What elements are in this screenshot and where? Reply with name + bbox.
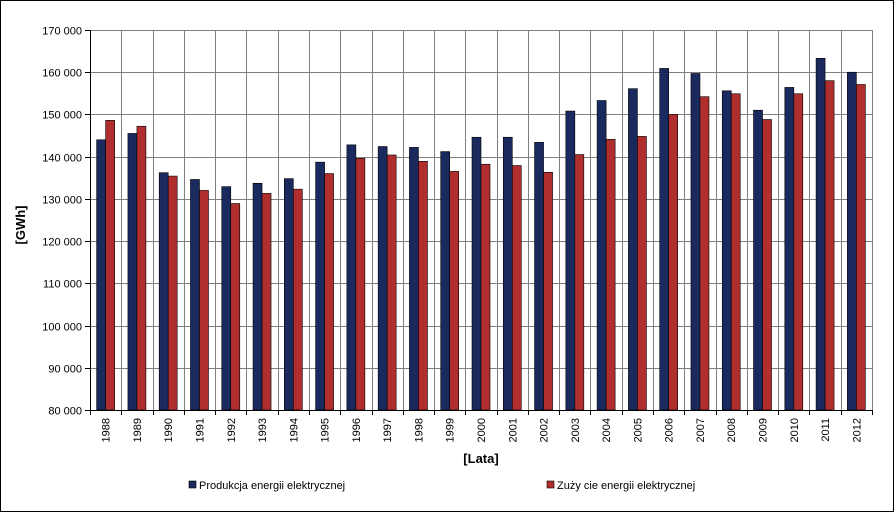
bar-produkcja [502, 136, 513, 411]
bar-produkcja [96, 139, 106, 411]
bar-produkcja [596, 100, 607, 411]
bar-produkcja [690, 73, 701, 411]
y-tick-labels: 80 000 90 000 100 000 110 000 120 000 130 000… [42, 26, 82, 418]
y-axis-title: [GWh] [13, 206, 28, 245]
y-tick-label: 130 000 [42, 195, 82, 207]
bar-produkcja [346, 144, 357, 411]
bar-produkcja [252, 182, 263, 411]
bar-zuzycie [136, 125, 147, 411]
bar-zuzycie [668, 114, 678, 411]
x-tick-label: 2003 [570, 418, 582, 442]
x-tick-label: 1988 [101, 418, 113, 442]
x-tick-label: 1996 [351, 418, 363, 442]
bar-zuzycie [762, 119, 772, 411]
bar-zuzycie [637, 136, 647, 411]
bar-produkcja [377, 146, 388, 411]
bar-produkcja [190, 179, 200, 411]
x-tick-label: 2001 [507, 418, 519, 442]
bar-produkcja [565, 110, 576, 411]
bar-zuzycie [574, 154, 585, 411]
legend-label: Produkcja energii elektrycznej [199, 480, 345, 492]
x-tick-label: 2008 [726, 418, 738, 442]
bar-zuzycie [605, 139, 616, 411]
x-tick-label: 1991 [194, 418, 206, 442]
x-tick-label: 2000 [476, 418, 488, 442]
bar-zuzycie [167, 175, 178, 411]
bar-produkcja [721, 90, 732, 411]
bar-zuzycie [793, 93, 804, 411]
x-tick-label: 2006 [664, 418, 676, 442]
legend-swatch [188, 480, 197, 489]
bar-zuzycie [730, 93, 741, 411]
bar-zuzycie [355, 158, 366, 411]
x-tick-labels: 1988 1989 1990 1991 1992 1993 1994 1995 1996 1997… [101, 418, 864, 442]
x-tick-label: 1992 [226, 418, 238, 442]
x-tick-label: 1990 [163, 418, 175, 442]
x-tick-label: 2007 [695, 418, 707, 442]
bar-zuzycie [824, 80, 835, 411]
bar-produkcja [753, 109, 763, 411]
bar-zuzycie [480, 163, 491, 411]
x-tick-label: 1995 [320, 418, 332, 442]
bar-produkcja [158, 172, 169, 411]
legend-label: Zuży cie energii elektrycznej [557, 480, 695, 492]
bar-produkcja [315, 161, 325, 411]
x-tick-label: 2009 [758, 418, 770, 442]
bar-produkcja [409, 147, 419, 411]
x-tick-label: 2012 [851, 418, 863, 442]
x-tick-label: 1998 [413, 418, 425, 442]
y-tick-label: 160 000 [42, 68, 82, 80]
bar-produkcja [221, 186, 232, 411]
x-tick-label: 2002 [539, 418, 551, 442]
bar-produkcja [471, 136, 482, 411]
x-tick-label: 1999 [445, 418, 457, 442]
bar-produkcja [440, 151, 451, 411]
y-tick-label: 170 000 [42, 26, 82, 38]
bar-zuzycie [856, 84, 866, 411]
legend: Produkcja energii elektrycznej Zuży cie e… [188, 480, 695, 492]
x-tick-label: 2005 [632, 418, 644, 442]
x-tick-label: 2010 [789, 418, 801, 442]
y-tick-label: 90 000 [48, 364, 82, 376]
bar-zuzycie [699, 96, 710, 411]
bar-produkcja [127, 133, 138, 411]
x-tick-label: 1997 [382, 418, 394, 442]
x-tick-label: 1993 [257, 418, 269, 442]
bar-zuzycie [293, 188, 303, 411]
bar-zuzycie [543, 171, 553, 411]
y-tick-label: 120 000 [42, 237, 82, 249]
bar-zuzycie [386, 154, 397, 411]
bar-zuzycie [230, 203, 241, 411]
bar-zuzycie [199, 190, 209, 411]
y-tick-label: 140 000 [42, 153, 82, 165]
bar-zuzycie [418, 161, 428, 411]
bar-produkcja [659, 68, 669, 411]
bar-zuzycie [261, 193, 272, 411]
bar-produkcja [815, 57, 826, 411]
x-tick-label: 2004 [601, 418, 613, 442]
bars [96, 57, 866, 411]
y-tick-label: 100 000 [42, 322, 82, 334]
bar-produkcja [628, 88, 638, 411]
x-tick-label: 1994 [288, 418, 300, 442]
y-tick-label: 110 000 [43, 279, 82, 291]
x-tick-label: 2011 [820, 418, 832, 442]
bar-produkcja [784, 87, 795, 411]
y-tick-label: 150 000 [42, 110, 82, 122]
bar-produkcja [534, 142, 544, 411]
bar-zuzycie [511, 165, 522, 411]
x-tick-label: 1989 [132, 418, 144, 442]
bar-produkcja [847, 71, 857, 411]
x-axis-title: [Lata] [463, 451, 498, 466]
bar-produkcja [284, 178, 294, 411]
bar-zuzycie [324, 173, 334, 411]
bar-zuzycie [449, 171, 460, 411]
y-tick-label: 80 000 [48, 406, 82, 418]
legend-swatch [546, 480, 555, 489]
bar-zuzycie [105, 120, 115, 411]
